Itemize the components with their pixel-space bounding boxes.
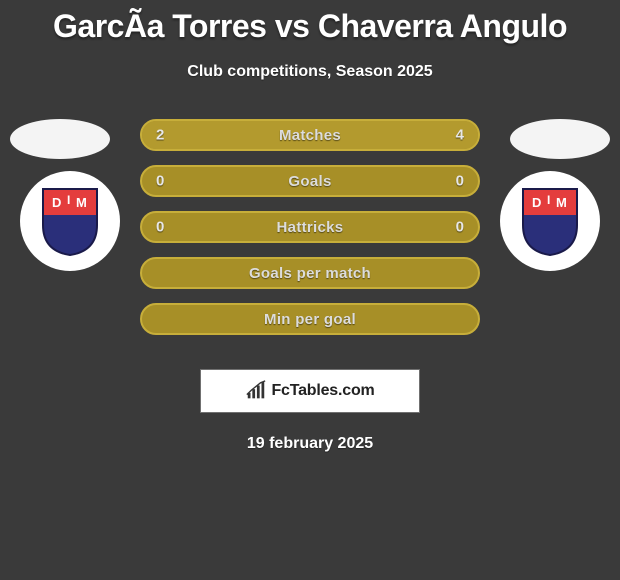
stat-value-left: 2	[156, 127, 164, 144]
date-text: 19 february 2025	[0, 435, 620, 453]
avatar-placeholder-right	[510, 119, 610, 159]
stat-label: Hattricks	[277, 219, 344, 236]
avatar-placeholder-left	[10, 119, 110, 159]
stat-value-left: 0	[156, 173, 164, 190]
badge-letter-m: M	[76, 195, 87, 210]
badge-letter-i: I	[67, 193, 70, 207]
stat-label: Matches	[279, 127, 341, 144]
stat-bars: 2 Matches 4 0 Goals 0 0 Hattricks 0 Goal…	[140, 119, 480, 335]
comparison-stage: D I M D I M 2 Matches 4 0 Goals 0	[0, 119, 620, 349]
club-badge-right: D I M	[500, 171, 600, 271]
stat-row-matches: 2 Matches 4	[140, 119, 480, 151]
stat-label: Min per goal	[264, 311, 356, 328]
shield-icon: D I M	[519, 185, 581, 257]
stat-label: Goals per match	[249, 265, 371, 282]
stat-value-left: 0	[156, 219, 164, 236]
club-badge-left: D I M	[20, 171, 120, 271]
shield-icon: D I M	[39, 185, 101, 257]
brand-watermark: FcTables.com	[200, 369, 420, 413]
subtitle: Club competitions, Season 2025	[0, 63, 620, 81]
badge-letter-i: I	[547, 193, 550, 207]
badge-letter-m: M	[556, 195, 567, 210]
stat-row-min-per-goal: Min per goal	[140, 303, 480, 335]
stat-row-goals: 0 Goals 0	[140, 165, 480, 197]
stat-label: Goals	[288, 173, 331, 190]
stat-row-hattricks: 0 Hattricks 0	[140, 211, 480, 243]
page-title: GarcÃ­a Torres vs Chaverra Angulo	[0, 0, 620, 45]
stat-value-right: 0	[456, 219, 464, 236]
badge-letter-d: D	[52, 195, 61, 210]
stat-value-right: 4	[456, 127, 464, 144]
brand-text: FcTables.com	[271, 382, 374, 400]
bar-chart-icon	[245, 380, 267, 402]
badge-letter-d: D	[532, 195, 541, 210]
stat-row-goals-per-match: Goals per match	[140, 257, 480, 289]
stat-value-right: 0	[456, 173, 464, 190]
